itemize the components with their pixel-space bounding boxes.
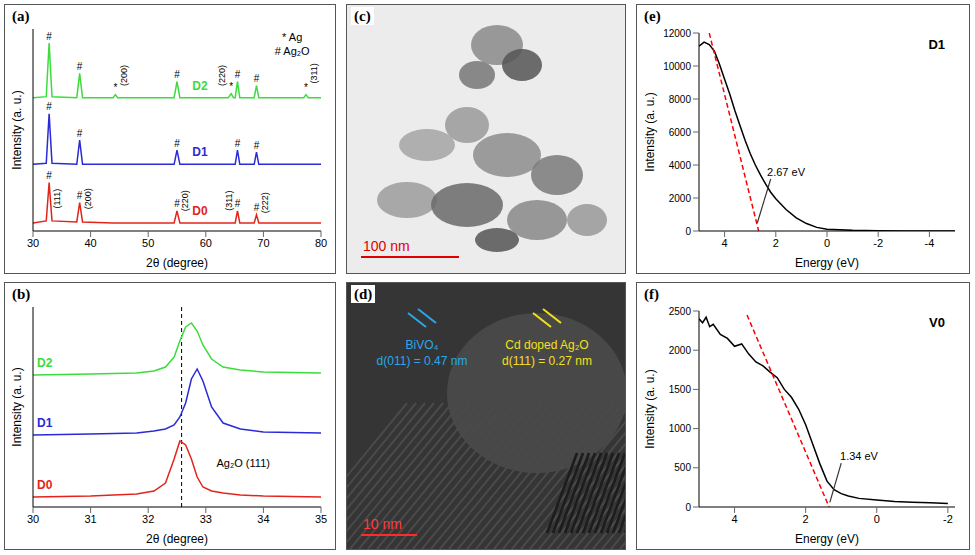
svg-text:2.67 eV: 2.67 eV — [767, 166, 806, 178]
svg-text:1.34 eV: 1.34 eV — [840, 450, 879, 462]
svg-text:D2: D2 — [37, 356, 53, 370]
svg-text:2: 2 — [803, 513, 809, 525]
html-text:(d): (d) — [354, 286, 373, 302]
svg-text:#: # — [235, 198, 241, 209]
svg-text:33: 33 — [200, 513, 212, 525]
svg-text:100 nm: 100 nm — [363, 238, 410, 254]
svg-text:2: 2 — [773, 237, 779, 249]
svg-text:2θ (degree): 2θ (degree) — [146, 532, 208, 546]
svg-text:(311): (311) — [224, 191, 234, 211]
svg-text:d(111) = 0.27 nm: d(111) = 0.27 nm — [502, 354, 592, 368]
svg-text:-2: -2 — [873, 237, 883, 249]
html-text:(a): (a) — [12, 8, 30, 24]
svg-text:#: # — [174, 138, 180, 149]
svg-text:* Ag: * Ag — [282, 31, 302, 43]
svg-text:30: 30 — [27, 513, 39, 525]
svg-text:D0: D0 — [192, 204, 208, 218]
svg-text:#: # — [46, 101, 52, 112]
svg-text:0: 0 — [685, 226, 691, 237]
svg-text:80: 80 — [315, 237, 327, 249]
svg-text:D1: D1 — [37, 416, 53, 430]
svg-text:(311): (311) — [309, 63, 319, 83]
svg-text:#: # — [77, 190, 83, 201]
svg-text:0: 0 — [874, 513, 880, 525]
svg-text:*: * — [304, 82, 308, 93]
svg-text:50: 50 — [142, 237, 154, 249]
svg-text:#: # — [254, 140, 260, 151]
svg-text:#: # — [235, 69, 241, 80]
svg-text:70: 70 — [257, 237, 269, 249]
svg-text:#: # — [174, 69, 180, 80]
html-text:(f): (f) — [644, 286, 659, 302]
svg-text:-4: -4 — [925, 237, 935, 249]
svg-text:*: * — [229, 81, 233, 92]
svg-text:34: 34 — [257, 513, 269, 525]
svg-text:0: 0 — [685, 502, 691, 513]
svg-text:(220): (220) — [180, 190, 190, 211]
svg-text:4: 4 — [731, 513, 737, 525]
svg-text:1000: 1000 — [669, 423, 692, 434]
svg-text:#: # — [46, 170, 52, 181]
svg-text:#: # — [77, 128, 83, 139]
svg-text:#: # — [254, 202, 260, 213]
svg-text:D2: D2 — [192, 79, 208, 93]
html-text:D1: D1 — [928, 37, 945, 52]
svg-text:35: 35 — [315, 513, 327, 525]
html-text:(c): (c) — [354, 8, 371, 24]
svg-text:Energy (eV): Energy (eV) — [795, 256, 859, 270]
svg-text:12000: 12000 — [663, 28, 691, 39]
svg-text:30: 30 — [27, 237, 39, 249]
svg-text:(220): (220) — [217, 65, 227, 86]
svg-text:500: 500 — [674, 462, 691, 473]
svg-text:1500: 1500 — [669, 384, 692, 395]
svg-text:2000: 2000 — [669, 193, 692, 204]
svg-text:Intensity (a. u.): Intensity (a. u.) — [643, 92, 657, 171]
svg-text:4000: 4000 — [669, 160, 692, 171]
html-text:V0: V0 — [929, 315, 945, 330]
svg-text:10000: 10000 — [663, 61, 691, 72]
svg-text:(222): (222) — [260, 192, 270, 213]
svg-text:40: 40 — [84, 237, 96, 249]
svg-text:31: 31 — [84, 513, 96, 525]
svg-text:d(011) = 0.47 nm: d(011) = 0.47 nm — [377, 354, 468, 368]
svg-text:Intensity (a. u.): Intensity (a. u.) — [10, 367, 24, 446]
svg-text:8000: 8000 — [669, 94, 692, 105]
svg-text:(200): (200) — [83, 188, 93, 209]
svg-text:BiVO₄: BiVO₄ — [406, 338, 439, 352]
svg-text:60: 60 — [200, 237, 212, 249]
svg-text:#: # — [77, 61, 83, 72]
svg-text:#: # — [46, 31, 52, 42]
svg-text:(200): (200) — [119, 65, 129, 86]
svg-text:-2: -2 — [943, 513, 953, 525]
svg-text:#: # — [235, 138, 241, 149]
svg-text:Intensity (a. u.): Intensity (a. u.) — [10, 90, 24, 169]
svg-text:2θ (degree): 2θ (degree) — [146, 256, 208, 270]
svg-text:0: 0 — [824, 237, 830, 249]
svg-text:Energy (eV): Energy (eV) — [795, 532, 859, 546]
svg-text:Ag₂O (111): Ag₂O (111) — [217, 457, 270, 469]
svg-text:32: 32 — [142, 513, 154, 525]
svg-text:D1: D1 — [192, 145, 208, 159]
svg-text:6000: 6000 — [669, 127, 692, 138]
svg-text:10 nm: 10 nm — [363, 516, 402, 532]
svg-text:(111): (111) — [52, 189, 62, 209]
svg-text:2500: 2500 — [669, 306, 692, 317]
svg-text:Intensity (a. u.): Intensity (a. u.) — [643, 369, 657, 448]
svg-text:Cd doped Ag₂O: Cd doped Ag₂O — [505, 338, 588, 352]
svg-text:# Ag₂O: # Ag₂O — [275, 45, 310, 57]
svg-text:4: 4 — [722, 237, 728, 249]
svg-text:#: # — [254, 73, 260, 84]
html-text:(b): (b) — [12, 286, 31, 302]
html-text:(e): (e) — [644, 8, 661, 24]
svg-text:2000: 2000 — [669, 345, 692, 356]
svg-text:D0: D0 — [37, 478, 53, 492]
svg-text:*: * — [113, 82, 117, 93]
